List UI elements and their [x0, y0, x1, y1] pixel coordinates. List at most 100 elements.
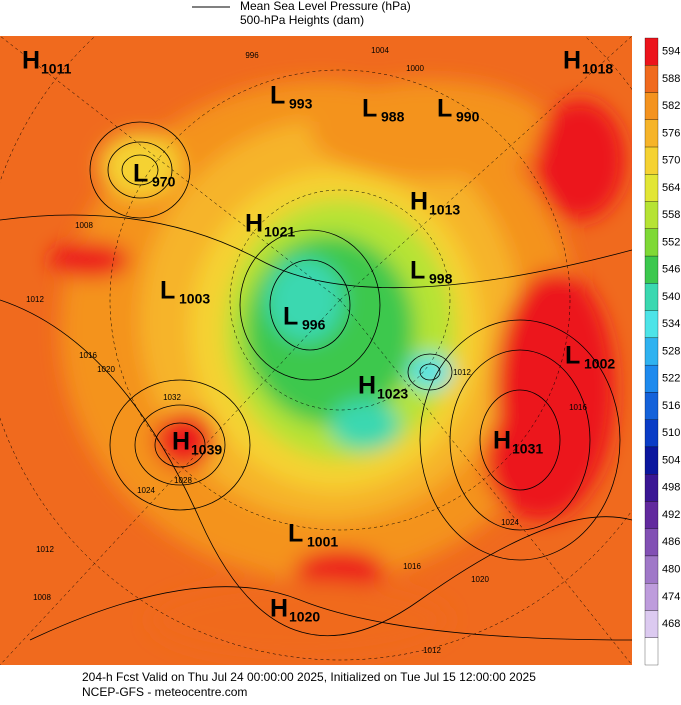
- pressure-center-letter: H: [410, 188, 428, 216]
- colorbar-swatch: [644, 310, 659, 339]
- colorbar-tick-label: 516: [662, 400, 680, 412]
- pressure-center-value: 1011: [41, 61, 72, 77]
- colorbar-tick-label: 474: [662, 591, 680, 603]
- colorbar-tick-label: 540: [662, 291, 680, 303]
- colorbar-tick-label: 576: [662, 127, 680, 139]
- contour-label: 1008: [33, 593, 51, 602]
- pressure-center-value: 996: [302, 317, 326, 333]
- pressure-center-letter: L: [288, 520, 303, 548]
- pressure-center-value: 1001: [307, 534, 338, 550]
- contour-label: 1016: [403, 562, 421, 571]
- pressure-center-letter: L: [362, 95, 377, 123]
- pressure-contours: [0, 121, 632, 641]
- contour-label: 1020: [97, 365, 115, 374]
- pressure-center-value: 970: [152, 174, 176, 190]
- pressure-center-value: 998: [429, 271, 453, 287]
- pressure-center-letter: H: [172, 428, 190, 456]
- pressure-center-letter: L: [133, 160, 148, 188]
- pressure-center-letter: L: [410, 257, 425, 285]
- contour-label: 1016: [569, 403, 587, 412]
- legend-label: 500-hPa Heights (dam): [240, 13, 364, 27]
- colorbar-swatch: [644, 501, 659, 529]
- colorbar-swatch: [644, 474, 659, 502]
- colorbar-tick-label: 534: [662, 318, 680, 330]
- contour-label: 1020: [471, 575, 489, 584]
- pressure-center-value: 988: [381, 109, 405, 125]
- contour-label: 1012: [423, 646, 441, 655]
- contour-label: 1012: [26, 295, 44, 304]
- colorbar-tick-label: 492: [662, 509, 680, 521]
- contour-label: 1012: [36, 545, 54, 554]
- pressure-center-value: 1039: [191, 442, 222, 458]
- colorbar-tick-label: 552: [662, 236, 680, 248]
- colorbar-tick-label: 594: [662, 46, 680, 58]
- contour-labels: 1004100099610081012101610201032102810241…: [26, 46, 587, 655]
- pressure-center-value: 1013: [429, 202, 460, 218]
- contour-label: 1012: [453, 368, 471, 377]
- contour-label: 1008: [75, 221, 93, 230]
- pressure-center-letter: H: [358, 372, 376, 400]
- colorbar-swatch: [644, 37, 659, 66]
- colorbar-tick-label: 564: [662, 182, 680, 194]
- graticule: [0, 36, 632, 665]
- colorbar-tick-label: 480: [662, 563, 680, 575]
- colorbar-tick-label: 528: [662, 345, 680, 357]
- colorbar-tick-label: 498: [662, 482, 680, 494]
- colorbar-tick-label: 504: [662, 454, 680, 466]
- pressure-center-letter: H: [493, 427, 511, 455]
- colorbar-tick-label: 468: [662, 618, 680, 630]
- colorbar-tick-label: 546: [662, 264, 680, 276]
- pressure-center-letter: H: [563, 47, 581, 75]
- colorbar-tick-label: 486: [662, 536, 680, 548]
- colorbar-tick-label: 582: [662, 100, 680, 112]
- colorbar-swatch: [644, 65, 659, 93]
- pressure-center-value: 990: [456, 109, 480, 125]
- pressure-center-letter: L: [270, 82, 285, 110]
- colorbar-tick-label: 558: [662, 209, 680, 221]
- colorbar-swatch: [644, 92, 659, 120]
- height-field: [50, 80, 625, 660]
- pressure-center-value: 1003: [179, 291, 210, 307]
- colorbar-tick-label: 522: [662, 373, 680, 385]
- pressure-center-letter: L: [565, 342, 580, 370]
- pressure-center-letter: L: [437, 95, 452, 123]
- colorbar-swatch: [644, 637, 659, 666]
- pressure-center-value: 1002: [584, 356, 615, 372]
- colorbar-swatch: [644, 255, 659, 284]
- contour-label: 996: [245, 51, 259, 60]
- colorbar-swatch: [644, 228, 659, 257]
- colorbar-swatch: [644, 555, 659, 584]
- colorbar-swatch: [644, 392, 659, 420]
- footer-text: NCEP-GFS - meteocentre.com: [82, 685, 247, 699]
- colorbar-tick-label: 510: [662, 427, 680, 439]
- footer-text: 204-h Fcst Valid on Thu Jul 24 00:00:00 …: [82, 670, 536, 684]
- contour-label: 1000: [406, 64, 424, 73]
- pressure-center-letter: H: [270, 595, 288, 623]
- pressure-center-letter: H: [245, 210, 263, 238]
- colorbar-tick-label: 570: [662, 155, 680, 167]
- colorbar-swatch: [644, 610, 659, 638]
- pressure-center-letter: L: [283, 303, 298, 331]
- legend: Mean Sea Level Pressure (hPa) 500-hPa He…: [192, 0, 411, 27]
- colorbar-swatch: [644, 283, 659, 311]
- colorbar-swatch: [644, 201, 659, 229]
- colorbar-swatch: [644, 174, 659, 202]
- colorbar-swatch: [644, 364, 659, 393]
- colorbar-swatch: [644, 119, 659, 148]
- contour-label: 1032: [163, 393, 181, 402]
- colorbar: 594 588 582 576 570 564 558 552 546 540 534 528 522 5…: [644, 37, 680, 666]
- pressure-center-value: 1031: [512, 441, 543, 457]
- pressure-center-value: 1018: [582, 61, 613, 77]
- colorbar-swatch: [644, 528, 659, 557]
- colorbar-swatch: [644, 446, 659, 475]
- pressure-center-value: 993: [289, 96, 313, 112]
- colorbar-swatch: [644, 419, 659, 448]
- colorbar-swatch: [644, 337, 659, 366]
- pressure-center-value: 1020: [289, 609, 320, 625]
- colorbar-tick-label: 588: [662, 73, 680, 85]
- pressure-center-letter: L: [160, 277, 175, 305]
- pressure-center-value: 1023: [377, 386, 408, 402]
- pressure-center-value: 1021: [264, 224, 295, 240]
